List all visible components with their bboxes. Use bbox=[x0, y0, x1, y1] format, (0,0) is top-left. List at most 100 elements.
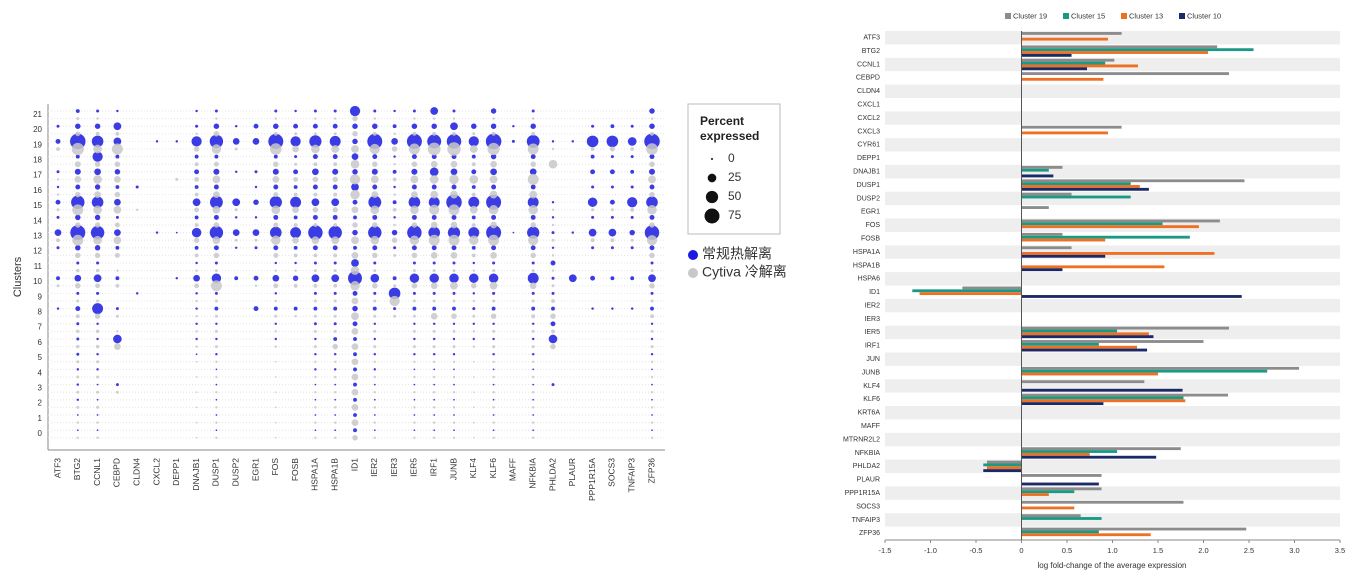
dot bbox=[532, 429, 535, 432]
dot bbox=[95, 131, 100, 136]
dot bbox=[472, 307, 476, 311]
dot bbox=[373, 375, 377, 379]
dot bbox=[373, 109, 377, 113]
dot bbox=[606, 135, 619, 148]
dot bbox=[269, 226, 282, 239]
x-tick-label: EGR1 bbox=[250, 458, 260, 481]
dot bbox=[254, 216, 258, 219]
dot bbox=[393, 246, 397, 250]
dot bbox=[72, 234, 84, 246]
dot bbox=[75, 214, 81, 221]
y-tick-label: 17 bbox=[33, 171, 42, 180]
dot bbox=[253, 199, 259, 205]
dot bbox=[349, 174, 361, 185]
dot bbox=[370, 273, 380, 283]
dot bbox=[75, 314, 80, 319]
dot bbox=[490, 168, 497, 176]
bar bbox=[1021, 487, 1102, 491]
y-tick-label: HSPA1B bbox=[853, 262, 880, 269]
dot bbox=[194, 185, 199, 189]
dot bbox=[373, 360, 377, 364]
dot bbox=[490, 123, 497, 129]
bar bbox=[1021, 393, 1229, 397]
dot bbox=[432, 299, 436, 303]
dot bbox=[411, 283, 418, 289]
dot bbox=[313, 322, 317, 326]
dot bbox=[274, 376, 277, 378]
dot bbox=[96, 436, 99, 440]
dot bbox=[610, 208, 614, 212]
dot bbox=[531, 314, 536, 319]
dot bbox=[214, 345, 218, 349]
dot bbox=[76, 429, 79, 432]
dot bbox=[413, 117, 416, 120]
bar bbox=[1021, 380, 1145, 384]
dot bbox=[93, 175, 102, 184]
dot bbox=[56, 215, 60, 219]
y-tick-label: HSPA6 bbox=[858, 276, 881, 283]
dot bbox=[313, 269, 317, 273]
dot bbox=[313, 283, 318, 288]
dot bbox=[333, 269, 337, 273]
bar bbox=[1021, 225, 1199, 229]
dot bbox=[649, 191, 655, 198]
dot bbox=[292, 145, 299, 153]
dot bbox=[432, 390, 436, 394]
dot bbox=[491, 214, 497, 220]
dot bbox=[472, 436, 475, 439]
dot bbox=[352, 123, 358, 129]
dot bbox=[370, 175, 379, 184]
dot bbox=[195, 421, 198, 424]
dot bbox=[76, 322, 80, 326]
y-tick-label: IER3 bbox=[864, 316, 880, 323]
bar bbox=[1021, 452, 1090, 456]
dot bbox=[212, 205, 221, 214]
dot bbox=[215, 406, 218, 409]
dot bbox=[353, 337, 357, 341]
dot bbox=[492, 261, 496, 265]
dot bbox=[530, 184, 536, 190]
dot bbox=[450, 160, 458, 168]
x-tick-label: CXCL2 bbox=[151, 458, 161, 486]
dot bbox=[373, 429, 376, 432]
y-tick-label: 19 bbox=[33, 140, 42, 149]
dot bbox=[369, 143, 380, 155]
bar bbox=[1021, 182, 1131, 186]
dot bbox=[93, 144, 102, 154]
bar bbox=[1021, 474, 1102, 477]
bar bbox=[1021, 493, 1049, 496]
dot bbox=[314, 352, 317, 356]
dot bbox=[313, 253, 318, 258]
dot bbox=[650, 299, 654, 303]
dot bbox=[274, 391, 277, 394]
dot bbox=[312, 176, 319, 183]
dot bbox=[388, 287, 401, 300]
dot bbox=[114, 222, 120, 228]
dot bbox=[155, 140, 159, 143]
dot bbox=[331, 198, 340, 207]
legend-label: Cluster 13 bbox=[1129, 11, 1163, 20]
dot bbox=[215, 337, 218, 341]
bar bbox=[1021, 219, 1220, 223]
dot bbox=[194, 192, 199, 197]
dot bbox=[391, 229, 398, 236]
dot bbox=[195, 330, 198, 333]
dot bbox=[568, 274, 577, 283]
dot bbox=[531, 406, 535, 409]
dot bbox=[432, 406, 436, 409]
dot bbox=[413, 406, 416, 409]
dot bbox=[332, 176, 338, 183]
dot bbox=[548, 159, 558, 169]
dot bbox=[531, 360, 535, 364]
dot bbox=[113, 122, 122, 131]
dot bbox=[370, 235, 380, 245]
dot bbox=[294, 261, 297, 265]
bar bbox=[1021, 165, 1063, 169]
x-tick-label: PHLDA2 bbox=[547, 458, 557, 491]
dot bbox=[195, 322, 198, 326]
dot bbox=[412, 291, 416, 295]
y-tick-label: 21 bbox=[33, 110, 42, 119]
dot bbox=[351, 206, 359, 214]
dot bbox=[90, 225, 105, 240]
y-tick-label: NFKBIA bbox=[855, 450, 881, 457]
